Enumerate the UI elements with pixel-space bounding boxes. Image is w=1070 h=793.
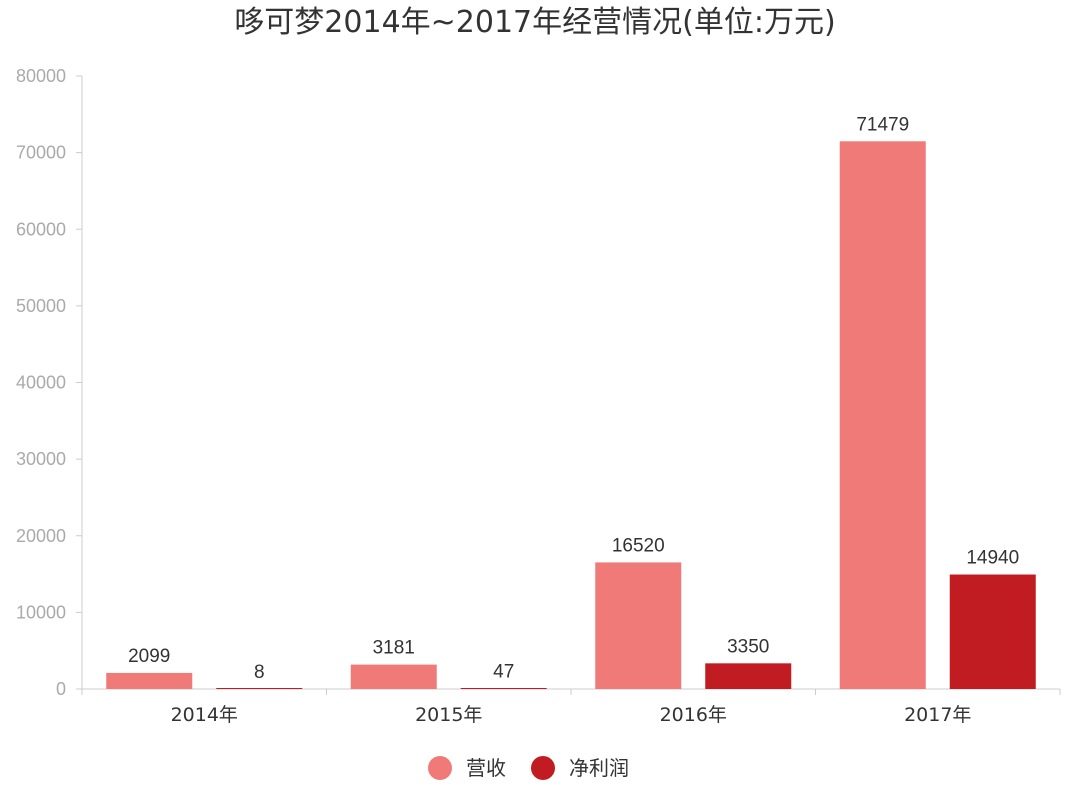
y-axis: 0 10000 20000 30000 40000 50000 60000 70000 8000… [16, 66, 83, 699]
chart-title: 哆可梦2014年~2017年经营情况(单位:万元) [234, 5, 835, 40]
bar-net-profit [460, 688, 547, 689]
y-tick-label: 40000 [16, 373, 66, 393]
bar-revenue [595, 562, 682, 689]
data-label: 14940 [966, 548, 1019, 569]
bar-revenue [350, 664, 437, 689]
data-label: 3181 [373, 638, 415, 659]
legend-marker[interactable] [428, 756, 452, 780]
y-tick-label: 10000 [16, 602, 66, 622]
x-tick-label: 2016年 [660, 704, 727, 726]
legend-marker[interactable] [531, 756, 555, 780]
y-tick-label: 80000 [16, 66, 66, 86]
bar-net-profit [949, 574, 1036, 689]
x-tick-label: 2015年 [415, 704, 482, 726]
data-label: 2099 [128, 646, 170, 667]
bar-net-profit [216, 688, 303, 689]
y-tick-label: 0 [56, 679, 66, 699]
bars [106, 141, 1036, 689]
bar-net-profit [705, 663, 792, 689]
data-label: 16520 [612, 535, 665, 556]
bar-revenue [839, 141, 926, 689]
y-tick-label: 60000 [16, 219, 66, 239]
data-label: 3350 [727, 636, 769, 657]
bar-revenue [106, 672, 193, 689]
legend-label[interactable]: 净利润 [569, 756, 629, 780]
y-tick-label: 30000 [16, 449, 66, 469]
data-label: 8 [254, 662, 265, 683]
value-labels: 2099 3181 16520 71479 8 47 3350 14940 [128, 114, 1019, 683]
legend: 营收 净利润 [428, 756, 629, 780]
data-label: 47 [493, 662, 514, 683]
x-tick-label: 2014年 [171, 704, 238, 726]
data-label: 71479 [856, 114, 909, 135]
legend-label[interactable]: 营收 [466, 756, 506, 780]
y-tick-label: 70000 [16, 143, 66, 163]
x-tick-label: 2017年 [904, 704, 971, 726]
y-tick-label: 20000 [16, 526, 66, 546]
x-axis: 2014年 2015年 2016年 2017年 [81, 688, 1061, 726]
y-tick-label: 50000 [16, 296, 66, 316]
